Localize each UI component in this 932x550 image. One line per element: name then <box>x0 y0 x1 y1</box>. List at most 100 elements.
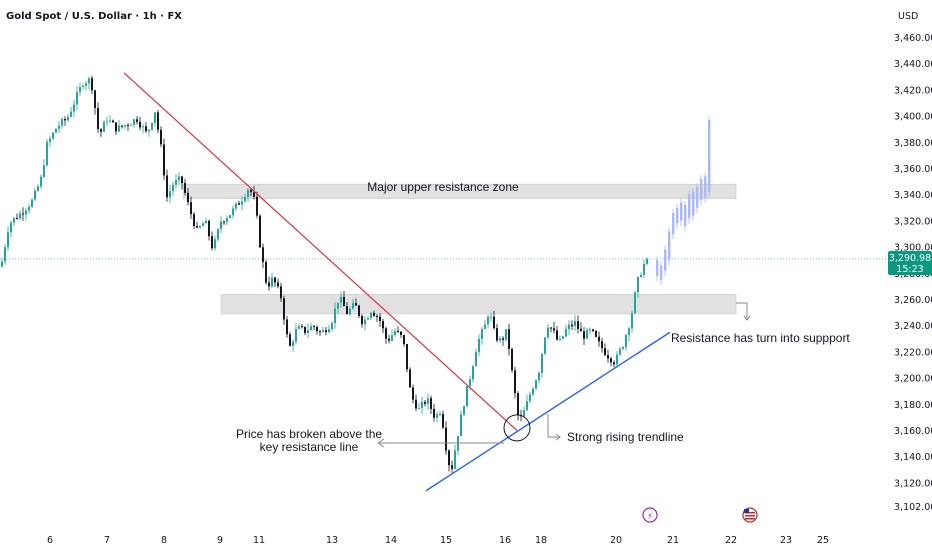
candle-body[interactable] <box>505 329 507 340</box>
candle-body[interactable] <box>334 308 336 324</box>
candle-body[interactable] <box>508 329 510 349</box>
candle-body[interactable] <box>523 410 525 417</box>
candle-body[interactable] <box>232 208 234 216</box>
candle-body[interactable] <box>112 120 114 123</box>
candle-body[interactable] <box>205 220 207 224</box>
candle-body[interactable] <box>301 326 303 328</box>
candle-body[interactable] <box>202 223 204 227</box>
candle-body[interactable] <box>484 324 486 330</box>
breakout-circle[interactable] <box>503 414 531 442</box>
candle-body[interactable] <box>310 326 312 331</box>
candle-body[interactable] <box>352 303 354 309</box>
candle-body[interactable] <box>328 329 330 333</box>
candle-body[interactable] <box>91 78 93 91</box>
candle-body[interactable] <box>235 203 237 209</box>
candle-body[interactable] <box>586 329 588 339</box>
candle-body[interactable] <box>601 341 603 349</box>
candle-body[interactable] <box>343 296 345 307</box>
candle-body[interactable] <box>319 331 321 333</box>
candle-body[interactable] <box>100 129 102 132</box>
projection-candle[interactable] <box>668 231 671 261</box>
candle-body[interactable] <box>496 328 498 341</box>
candle-body[interactable] <box>337 302 339 309</box>
candle-body[interactable] <box>289 334 291 346</box>
candle-body[interactable] <box>148 129 150 132</box>
candle-body[interactable] <box>322 330 324 333</box>
candle-body[interactable] <box>610 358 612 363</box>
candle-body[interactable] <box>643 263 645 275</box>
candle-body[interactable] <box>64 119 66 121</box>
candle-body[interactable] <box>493 316 495 329</box>
candle-body[interactable] <box>145 126 147 132</box>
candle-body[interactable] <box>73 104 75 112</box>
candle-body[interactable] <box>172 184 174 192</box>
candle-body[interactable] <box>511 348 513 371</box>
candle-body[interactable] <box>58 125 60 129</box>
candle-body[interactable] <box>166 175 168 198</box>
time-axis[interactable]: 6 7 8 9 11 13 14 15 16 18 20 21 22 23 25 <box>47 535 829 546</box>
candle-body[interactable] <box>529 394 531 402</box>
candle-body[interactable] <box>451 465 453 469</box>
candle-body[interactable] <box>463 406 465 415</box>
candle-body[interactable] <box>397 330 399 332</box>
candle-body[interactable] <box>547 327 549 338</box>
candle-body[interactable] <box>574 321 576 327</box>
resistance-trendline[interactable] <box>123 72 518 431</box>
candle-body[interactable] <box>40 176 42 187</box>
candle-body[interactable] <box>103 121 105 132</box>
candle-body[interactable] <box>433 408 435 418</box>
candle-body[interactable] <box>646 258 648 264</box>
candle-body[interactable] <box>430 398 432 409</box>
candle-body[interactable] <box>247 189 249 198</box>
candle-body[interactable] <box>244 197 246 202</box>
projection-candle[interactable] <box>708 120 711 193</box>
projection-candle[interactable] <box>672 213 675 234</box>
candle-body[interactable] <box>499 338 501 341</box>
candle-body[interactable] <box>571 324 573 327</box>
candle-body[interactable] <box>490 316 492 318</box>
candle-body[interactable] <box>550 327 552 329</box>
candle-body[interactable] <box>4 247 6 262</box>
candle-body[interactable] <box>217 229 219 240</box>
candle-body[interactable] <box>604 348 606 356</box>
candle-body[interactable] <box>34 190 36 200</box>
candle-body[interactable] <box>340 296 342 303</box>
candle-body[interactable] <box>76 92 78 105</box>
candle-body[interactable] <box>598 336 600 342</box>
candle-body[interactable] <box>130 124 132 126</box>
candle-body[interactable] <box>613 362 615 365</box>
projection-candle[interactable] <box>656 260 659 276</box>
candle-body[interactable] <box>478 338 480 353</box>
candle-body[interactable] <box>592 329 594 331</box>
candle-body[interactable] <box>472 366 474 380</box>
candle-body[interactable] <box>304 326 306 333</box>
candle-body[interactable] <box>526 401 528 411</box>
candle-body[interactable] <box>106 121 108 123</box>
candle-body[interactable] <box>151 122 153 130</box>
projection-candles[interactable] <box>656 116 711 286</box>
candle-body[interactable] <box>220 221 222 230</box>
candle-body[interactable] <box>475 352 477 367</box>
candle-body[interactable] <box>481 329 483 339</box>
candles[interactable] <box>1 75 648 473</box>
candle-body[interactable] <box>190 202 192 215</box>
candle-body[interactable] <box>577 321 579 329</box>
candle-body[interactable] <box>223 221 225 223</box>
candle-body[interactable] <box>391 335 393 341</box>
candle-body[interactable] <box>583 331 585 339</box>
candle-body[interactable] <box>436 414 438 418</box>
candle-body[interactable] <box>388 338 390 341</box>
candle-body[interactable] <box>460 414 462 436</box>
candle-body[interactable] <box>469 379 471 386</box>
candle-body[interactable] <box>271 277 273 287</box>
candle-body[interactable] <box>283 298 285 320</box>
candle-body[interactable] <box>637 277 639 293</box>
projection-candle[interactable] <box>696 186 699 208</box>
candle-body[interactable] <box>199 226 201 228</box>
candle-body[interactable] <box>346 306 348 315</box>
candle-body[interactable] <box>544 337 546 354</box>
candle-body[interactable] <box>22 213 24 215</box>
candle-body[interactable] <box>67 116 69 121</box>
candle-body[interactable] <box>424 401 426 404</box>
candle-body[interactable] <box>325 330 327 333</box>
